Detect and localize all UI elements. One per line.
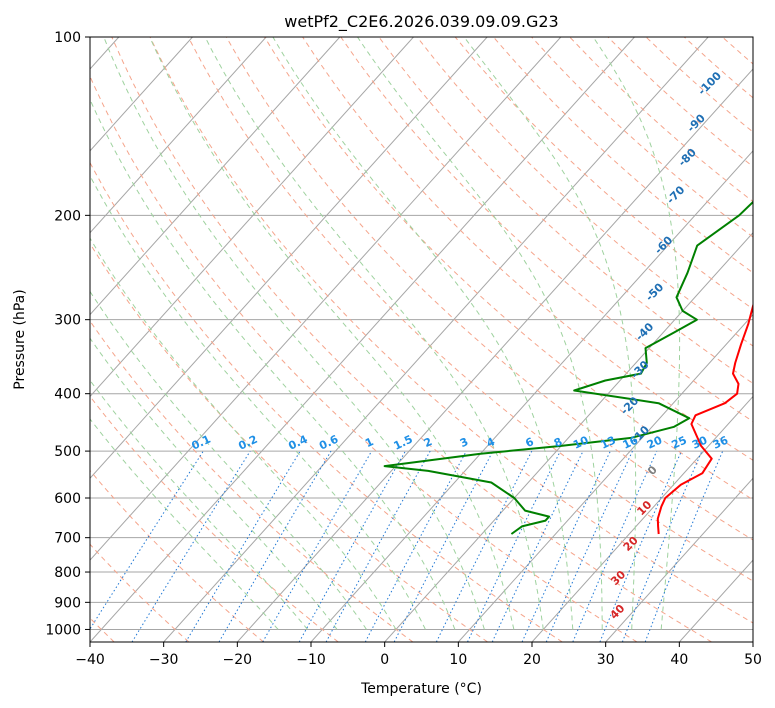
x-axis-title: Temperature (°C) [360,681,482,697]
dry-adiabat [90,75,638,642]
isotherm-line [384,231,753,642]
isotherm-line [531,395,753,642]
chart-title: wetPf2_C2E6.2026.039.09.09.G23 [284,12,558,32]
y-tick-label: 400 [54,387,81,403]
dry-adiabat [149,37,753,624]
isotherm-line [457,313,753,642]
isotherm-line [90,37,341,316]
dry-adiabat [90,469,264,642]
temperature-profile [656,302,753,535]
y-tick-label: 800 [54,565,81,581]
mixing-ratio-line [131,450,251,642]
mixing-ratio-label: 25 [670,434,689,452]
dry-adiabat [90,242,488,642]
mixing-ratio-line [325,450,431,642]
moist-adiabat [90,174,426,630]
mixing-ratio-line [599,450,682,642]
dry-adiabat [302,37,753,461]
moist-adiabat [90,98,456,630]
isotherm-line [605,477,753,642]
x-tick-label: 20 [523,652,541,668]
mixing-ratio-line [621,450,703,642]
moist-adiabat [463,37,637,630]
dewpoint-profile [383,200,753,535]
moist-adiabat [90,379,308,630]
y-tick-label: 100 [54,30,81,46]
isotherm-line [90,37,488,480]
mixing-ratio-label: 10 [571,433,591,451]
x-axis: −40 −30 −20 −10 0 10 20 30 40 50 [75,642,762,668]
dry-adiabat [187,37,753,582]
moist-adiabat [592,37,681,630]
y-axis-title: Pressure (hPa) [12,289,28,389]
mixing-ratio-label: 13 [599,434,618,452]
mixing-ratio-label: 20 [645,433,665,451]
moist-adiabat [357,37,603,630]
dry-adiabat [90,161,563,642]
y-tick-label: 900 [54,595,81,611]
plot-area: -100-90-80-70-60-50-40-30-20-10010203040… [90,37,753,642]
moist-adiabat [272,37,574,630]
y-tick-label: 700 [54,531,81,547]
mixing-ratio-line [572,450,658,642]
x-tick-label: 30 [597,652,615,668]
moist-adiabat [90,290,367,630]
plot-frame [89,36,754,643]
dry-adiabat [416,37,753,347]
moist-adiabat [103,37,485,630]
mixing-ratio-label: 16 [621,433,641,451]
background-lines [90,37,753,642]
x-tick-label: −40 [75,652,105,668]
mixing-ratio-line [545,450,633,642]
x-tick-label: −10 [296,652,326,668]
mixing-ratio-label: 30 [690,433,710,451]
y-axis: 1000 900 800 700 600 500 400 300 200 100 [45,30,90,638]
isotherm-line [163,37,709,642]
y-tick-label: 300 [54,313,81,329]
x-tick-label: −20 [223,652,253,668]
y-tick-label: 600 [54,491,81,507]
moist-adiabat [90,418,279,630]
mixing-ratio-line [90,450,204,630]
x-tick-label: 0 [380,652,389,668]
isotherm-line [90,37,414,398]
dry-adiabat [264,37,753,501]
isotherm-line [90,37,635,642]
mixing-ratio-line [364,450,467,642]
y-tick-label: 1000 [45,622,81,638]
y-tick-label: 500 [54,444,81,460]
isotherm-line [90,37,562,561]
y-tick-label: 200 [54,208,81,224]
x-tick-label: 10 [449,652,467,668]
moist-adiabat [90,237,397,630]
dry-adiabat [111,37,712,642]
isotherm-line [90,37,267,234]
mixing-ratio-line [298,450,406,642]
isotherm-line [236,68,753,642]
isotherm-line [90,37,193,152]
dry-adiabat [225,37,753,541]
mixing-ratio-line [644,450,724,642]
x-tick-label: 40 [670,652,688,668]
x-tick-label: 50 [744,652,762,668]
series-layer [383,200,753,535]
x-tick-label: −30 [149,652,179,668]
mixing-ratio-label: 36 [711,433,731,451]
